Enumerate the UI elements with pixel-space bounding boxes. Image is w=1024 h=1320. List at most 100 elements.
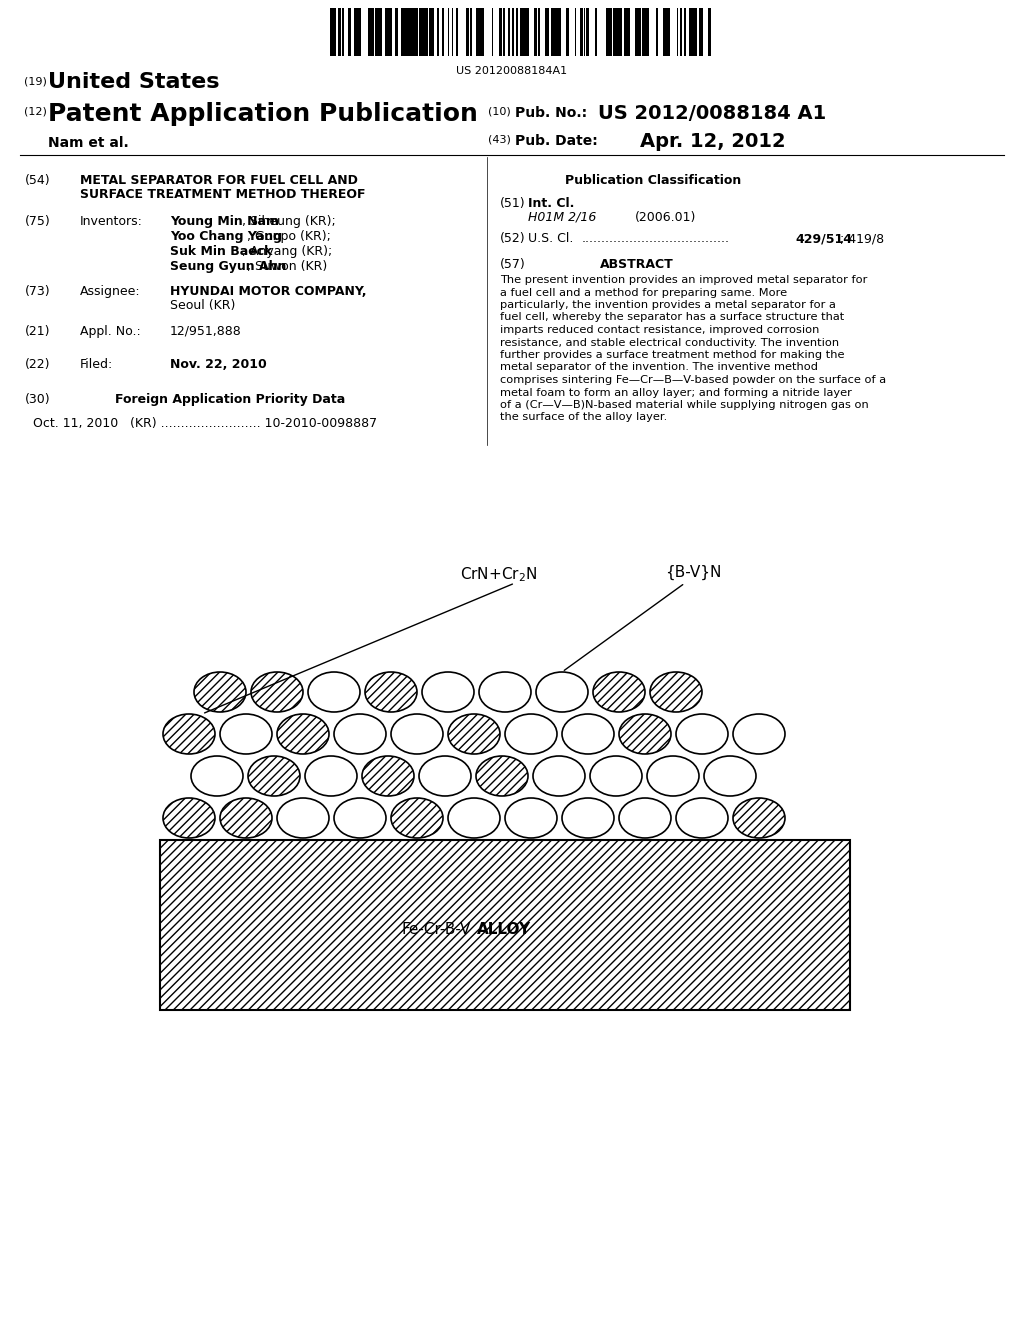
Text: (2006.01): (2006.01) xyxy=(635,211,696,224)
Ellipse shape xyxy=(391,714,443,754)
Bar xyxy=(595,8,597,55)
Ellipse shape xyxy=(676,799,728,838)
Text: Assignee:: Assignee: xyxy=(80,285,140,298)
Text: H01M 2/16: H01M 2/16 xyxy=(528,211,596,224)
Text: Publication Classification: Publication Classification xyxy=(565,174,741,187)
Bar xyxy=(332,8,336,55)
Text: Int. Cl.: Int. Cl. xyxy=(528,197,574,210)
Bar xyxy=(467,8,469,55)
Ellipse shape xyxy=(194,672,246,711)
Bar xyxy=(354,8,356,55)
Bar xyxy=(376,8,378,55)
Text: Apr. 12, 2012: Apr. 12, 2012 xyxy=(640,132,785,150)
Text: US 2012/0088184 A1: US 2012/0088184 A1 xyxy=(598,104,826,123)
Text: , Gunpo (KR);: , Gunpo (KR); xyxy=(247,230,331,243)
Bar xyxy=(442,8,444,55)
Text: Foreign Application Priority Data: Foreign Application Priority Data xyxy=(115,393,345,407)
Bar xyxy=(559,8,561,55)
Bar xyxy=(499,8,502,55)
Bar xyxy=(402,8,406,55)
Bar xyxy=(642,8,646,55)
Bar xyxy=(424,8,427,55)
Ellipse shape xyxy=(422,672,474,711)
Text: Young Min Nam: Young Min Nam xyxy=(170,215,279,228)
Text: U.S. Cl.: U.S. Cl. xyxy=(528,232,573,246)
Ellipse shape xyxy=(618,714,671,754)
Bar xyxy=(545,8,548,55)
Bar xyxy=(470,8,472,55)
Text: (73): (73) xyxy=(25,285,50,298)
Text: (KR) ......................... 10-2010-0098887: (KR) ......................... 10-2010-0… xyxy=(130,417,377,430)
Text: (10): (10) xyxy=(488,106,511,116)
Bar xyxy=(700,8,703,55)
Bar xyxy=(667,8,670,55)
Ellipse shape xyxy=(365,672,417,711)
Bar xyxy=(618,8,622,55)
Text: (21): (21) xyxy=(25,325,50,338)
Bar xyxy=(538,8,540,55)
Text: (43): (43) xyxy=(488,135,511,144)
Ellipse shape xyxy=(163,714,215,754)
Text: Nov. 22, 2010: Nov. 22, 2010 xyxy=(170,358,266,371)
Bar xyxy=(580,8,583,55)
Bar xyxy=(625,8,627,55)
Text: Suk Min Baeck: Suk Min Baeck xyxy=(170,246,272,257)
Ellipse shape xyxy=(391,799,443,838)
Ellipse shape xyxy=(163,799,215,838)
Ellipse shape xyxy=(476,756,528,796)
Text: Pub. Date:: Pub. Date: xyxy=(515,135,598,148)
Bar xyxy=(378,8,382,55)
Text: {B-V}N: {B-V}N xyxy=(665,565,721,581)
Ellipse shape xyxy=(334,799,386,838)
Bar xyxy=(551,8,554,55)
Ellipse shape xyxy=(479,672,531,711)
Text: ; 419/8: ; 419/8 xyxy=(840,232,884,246)
Ellipse shape xyxy=(562,799,614,838)
Text: Oct. 11, 2010: Oct. 11, 2010 xyxy=(33,417,118,430)
Bar xyxy=(160,840,850,1010)
Ellipse shape xyxy=(220,799,272,838)
Ellipse shape xyxy=(733,714,785,754)
Bar xyxy=(385,8,389,55)
Ellipse shape xyxy=(334,714,386,754)
Text: a fuel cell and a method for preparing same. More: a fuel cell and a method for preparing s… xyxy=(500,288,787,297)
Bar xyxy=(477,8,480,55)
Bar xyxy=(534,8,537,55)
Text: United States: United States xyxy=(48,73,219,92)
Ellipse shape xyxy=(278,799,329,838)
Text: imparts reduced contact resistance, improved corrosion: imparts reduced contact resistance, impr… xyxy=(500,325,819,335)
Bar xyxy=(607,8,611,55)
Text: Appl. No.:: Appl. No.: xyxy=(80,325,140,338)
Bar xyxy=(419,8,422,55)
Ellipse shape xyxy=(505,714,557,754)
Text: , Suwon (KR): , Suwon (KR) xyxy=(247,260,328,273)
Text: fuel cell, whereby the separator has a surface structure that: fuel cell, whereby the separator has a s… xyxy=(500,313,844,322)
Ellipse shape xyxy=(362,756,414,796)
Ellipse shape xyxy=(278,714,329,754)
Bar xyxy=(396,8,398,55)
Ellipse shape xyxy=(676,714,728,754)
Ellipse shape xyxy=(534,756,585,796)
Bar xyxy=(348,8,350,55)
Bar xyxy=(429,8,431,55)
Bar xyxy=(516,8,518,55)
Ellipse shape xyxy=(248,756,300,796)
Bar xyxy=(656,8,658,55)
Bar xyxy=(456,8,458,55)
Ellipse shape xyxy=(590,756,642,796)
Ellipse shape xyxy=(593,672,645,711)
Text: Fe-Cr-B-V: Fe-Cr-B-V xyxy=(401,923,471,937)
Text: Seoul (KR): Seoul (KR) xyxy=(170,300,236,312)
Bar xyxy=(708,8,711,55)
Text: SURFACE TREATMENT METHOD THEREOF: SURFACE TREATMENT METHOD THEREOF xyxy=(80,187,366,201)
Text: comprises sintering Fe—Cr—B—V-based powder on the surface of a: comprises sintering Fe—Cr—B—V-based powd… xyxy=(500,375,886,385)
Text: the surface of the alloy layer.: the surface of the alloy layer. xyxy=(500,412,668,422)
Ellipse shape xyxy=(562,714,614,754)
Text: Filed:: Filed: xyxy=(80,358,114,371)
Bar xyxy=(520,8,524,55)
Text: Inventors:: Inventors: xyxy=(80,215,143,228)
Text: METAL SEPARATOR FOR FUEL CELL AND: METAL SEPARATOR FOR FUEL CELL AND xyxy=(80,174,357,187)
Text: (54): (54) xyxy=(25,174,50,187)
Text: (12): (12) xyxy=(24,106,47,116)
Text: (57): (57) xyxy=(500,257,525,271)
